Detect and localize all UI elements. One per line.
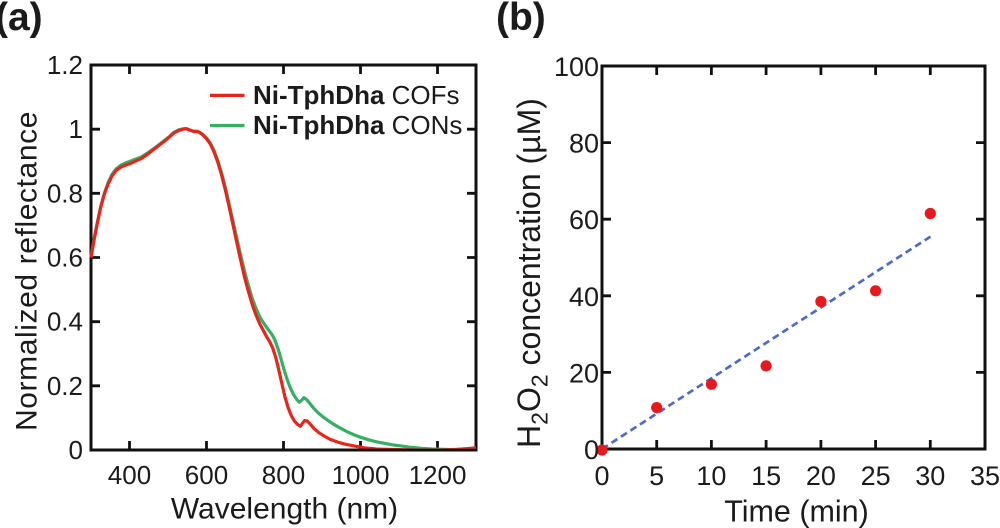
svg-text:Normalized reflectance: Normalized reflectance bbox=[11, 111, 44, 431]
svg-text:0.8: 0.8 bbox=[47, 178, 83, 208]
svg-text:30: 30 bbox=[915, 461, 945, 491]
svg-text:1000: 1000 bbox=[332, 460, 390, 490]
svg-text:0: 0 bbox=[584, 435, 599, 465]
svg-text:Ni-TphDha COFs: Ni-TphDha COFs bbox=[253, 80, 460, 110]
svg-text:0: 0 bbox=[594, 461, 609, 491]
svg-text:400: 400 bbox=[108, 460, 151, 490]
svg-text:1.2: 1.2 bbox=[47, 50, 83, 80]
svg-text:0.6: 0.6 bbox=[47, 243, 83, 273]
svg-text:600: 600 bbox=[185, 460, 228, 490]
svg-text:25: 25 bbox=[861, 461, 891, 491]
svg-text:20: 20 bbox=[569, 358, 599, 388]
svg-text:Ni-TphDha CONs: Ni-TphDha CONs bbox=[253, 110, 462, 140]
svg-text:0.2: 0.2 bbox=[47, 371, 83, 401]
svg-text:(a): (a) bbox=[0, 0, 43, 39]
svg-text:0: 0 bbox=[69, 435, 83, 465]
svg-text:(b): (b) bbox=[496, 0, 546, 39]
svg-text:800: 800 bbox=[262, 460, 305, 490]
svg-text:H2O2 concentration (µM): H2O2 concentration (µM) bbox=[511, 98, 553, 448]
svg-text:80: 80 bbox=[569, 129, 599, 159]
svg-text:1200: 1200 bbox=[409, 460, 467, 490]
svg-text:5: 5 bbox=[649, 461, 664, 491]
svg-text:35: 35 bbox=[970, 461, 1000, 491]
svg-text:20: 20 bbox=[806, 461, 836, 491]
svg-text:10: 10 bbox=[696, 461, 726, 491]
svg-text:40: 40 bbox=[569, 282, 599, 312]
svg-text:15: 15 bbox=[751, 461, 781, 491]
svg-text:100: 100 bbox=[554, 52, 599, 82]
svg-text:Time (min): Time (min) bbox=[724, 495, 869, 528]
svg-text:1: 1 bbox=[69, 114, 83, 144]
svg-text:Wavelength (nm): Wavelength (nm) bbox=[171, 493, 398, 526]
svg-text:60: 60 bbox=[569, 205, 599, 235]
svg-text:0.4: 0.4 bbox=[47, 307, 83, 337]
